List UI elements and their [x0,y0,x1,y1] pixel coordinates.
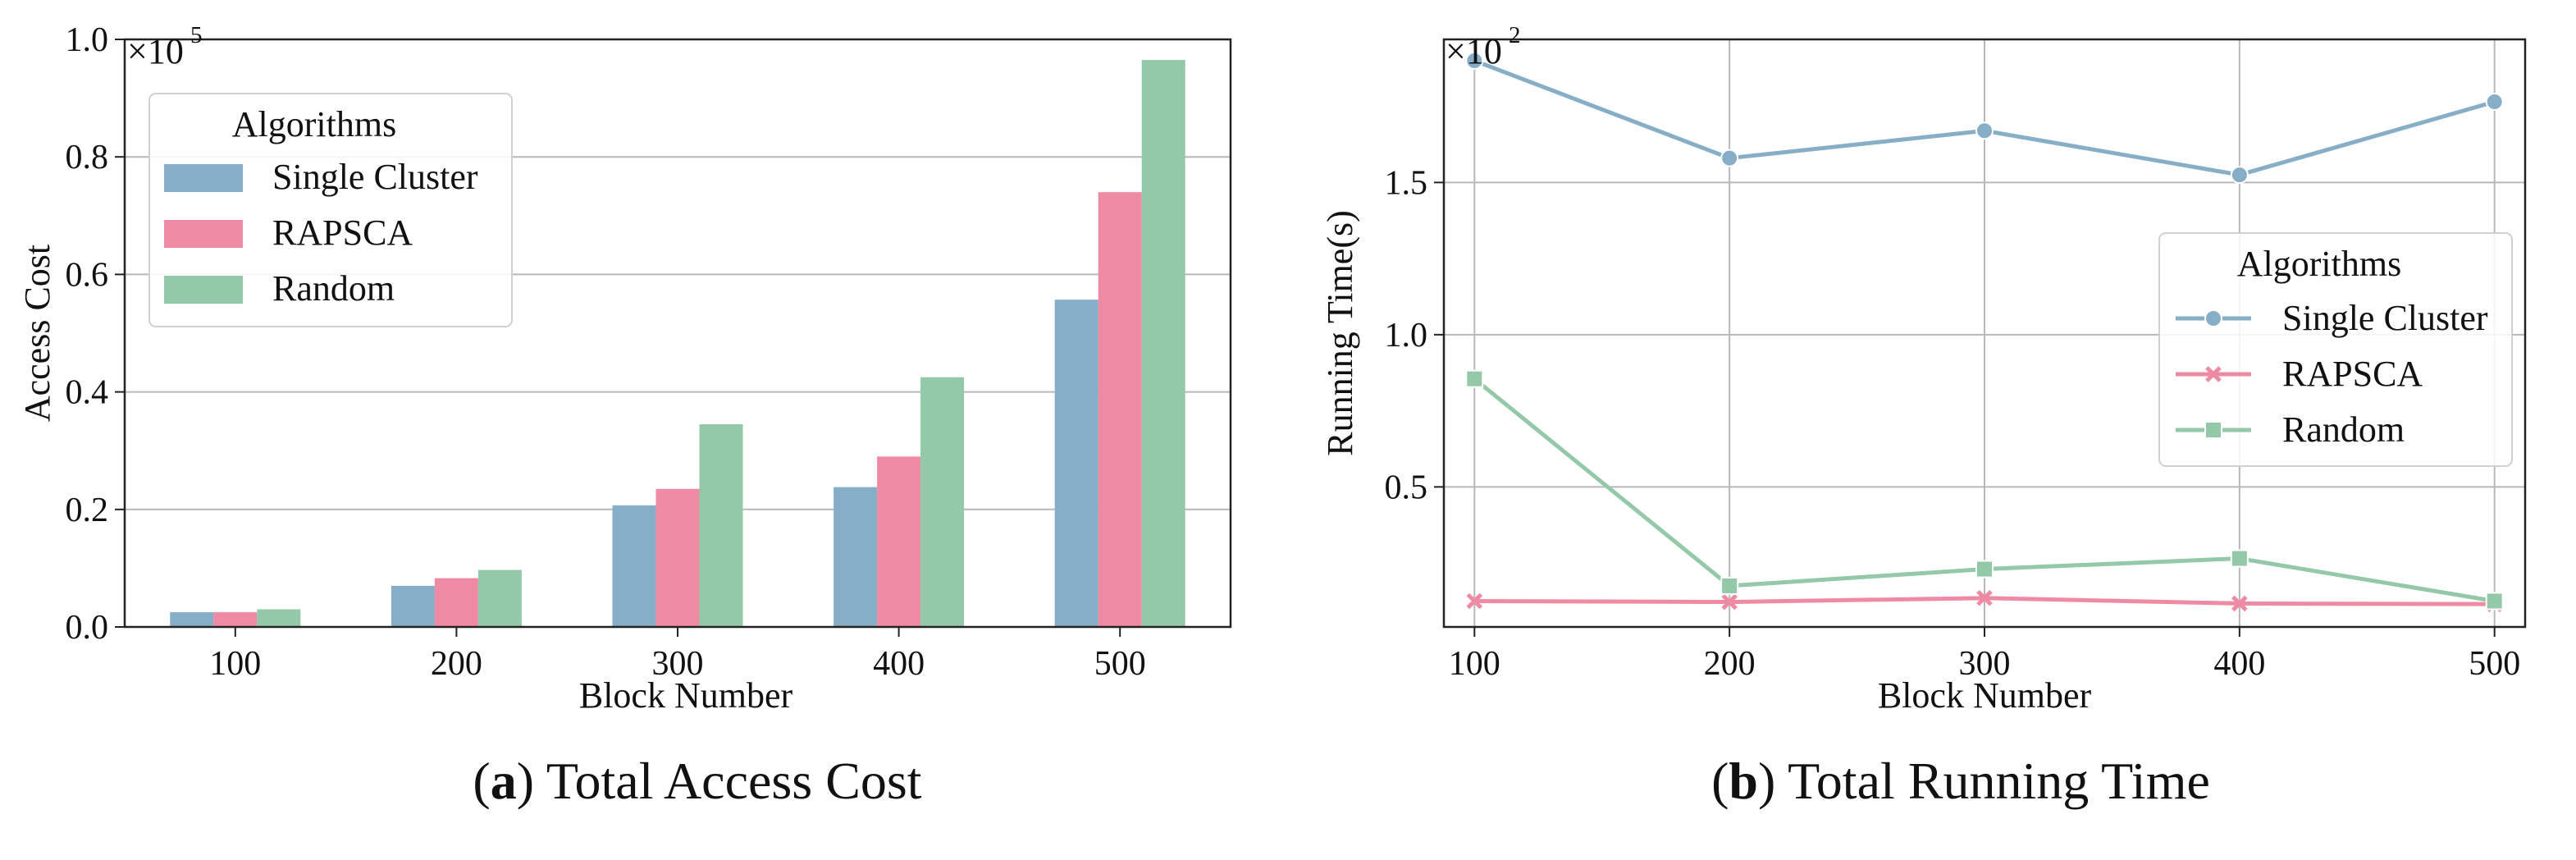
bar-random [920,377,965,627]
legend-title: Algorithms [2237,244,2401,284]
y-tick-label: 0.2 [66,492,109,529]
caption-a: (a) Total Access Cost [473,752,922,810]
y-tick-label: 1.5 [1385,164,1428,202]
legend-label: Single Cluster [272,157,478,197]
x-tick-label: 500 [2469,645,2520,683]
caption-b: (b) Total Running Time [1711,752,2210,810]
legend-label: Random [2282,409,2405,450]
point-single-cluster [2485,93,2504,112]
point-rapsca [1466,592,1483,610]
legend-marker [2204,421,2222,439]
point-rapsca [1976,589,1993,606]
point-random [2230,549,2249,568]
x-tick-label: 500 [1094,645,1146,683]
y-offset-text: ×10 [127,31,184,71]
bar-single-cluster [834,487,878,627]
legend-marker [2204,309,2222,327]
y-tick-label: 1.0 [66,21,109,59]
point-random [1975,560,1994,579]
bar-single-cluster [1054,300,1098,627]
point-random [1720,576,1739,595]
bar-single-cluster [170,612,214,627]
caption-b-text: Total Running Time [1788,752,2210,810]
bar-rapsca [877,456,921,627]
y-offset-exponent: 5 [190,22,203,48]
legend-title: Algorithms [232,104,396,144]
y-axis-label: Access Cost [17,245,57,422]
panel-b-line-chart: 100 200 300 400 500 0.5 1.0 1.5 Block Number Runn… [1320,22,2527,716]
point-rapsca [1721,593,1738,611]
point-single-cluster [2230,166,2249,185]
y-tick-label: 0.8 [66,139,109,176]
caption-a-label: a [490,752,517,810]
legend-swatch [164,276,243,304]
bar-rapsca [1098,192,1142,627]
bar-rapsca [434,578,478,627]
bar-random [477,570,522,627]
y-tick-label: 0.0 [66,609,109,647]
legend-label: Single Cluster [2282,298,2488,338]
x-tick-label: 400 [873,645,925,683]
point-single-cluster [1465,51,1484,70]
axes-frame [123,38,1232,629]
bar-single-cluster [391,585,435,627]
legend-box [148,93,513,327]
x-axis-label: Block Number [579,675,793,716]
legend-box [2158,232,2513,467]
bar-rapsca [213,612,258,627]
caption-a-text: Total Access Cost [546,752,922,810]
bar-random [1141,60,1185,627]
y-tick-label: 0.4 [66,374,109,412]
x-tick-label: 400 [2213,645,2265,683]
x-tick-label: 100 [209,645,261,683]
y-tick-label: 1.0 [1385,317,1428,355]
x-axis-label: Block Number [1878,675,2092,716]
legend-marker [2205,366,2222,382]
y-offset-text: ×10 [1446,31,1502,71]
bar-rapsca [655,488,700,627]
caption-b-label: b [1729,752,1759,810]
point-single-cluster [1975,121,1994,140]
axes-frame [1442,38,2527,629]
x-tick-label: 300 [652,645,704,683]
y-tick-label: 0.5 [1385,469,1428,506]
point-single-cluster [1720,149,1739,167]
x-tick-label: 200 [1704,645,1756,683]
panel-a-bar-chart: 0.0 0.2 0.4 0.6 0.8 1.0 100 200 300 400 500 Block N… [17,21,1232,716]
legend-label: RAPSCA [2282,354,2423,394]
x-tick-label: 200 [431,645,482,683]
x-tick-label: 100 [1449,645,1500,683]
legend-label: Random [272,268,395,309]
x-tick-label: 300 [1959,645,2011,683]
y-axis-label: Running Time(s) [1320,210,1360,456]
point-random [2485,592,2504,611]
bar-random [699,423,743,627]
bar-single-cluster [612,505,656,627]
legend-label: RAPSCA [272,213,413,253]
point-rapsca [2231,595,2248,612]
bar-random [257,609,301,627]
y-tick-label: 0.6 [66,256,109,294]
y-offset-exponent: 2 [1509,22,1521,48]
point-random [1465,369,1484,388]
legend-swatch [164,164,243,192]
legend-swatch [164,220,243,248]
